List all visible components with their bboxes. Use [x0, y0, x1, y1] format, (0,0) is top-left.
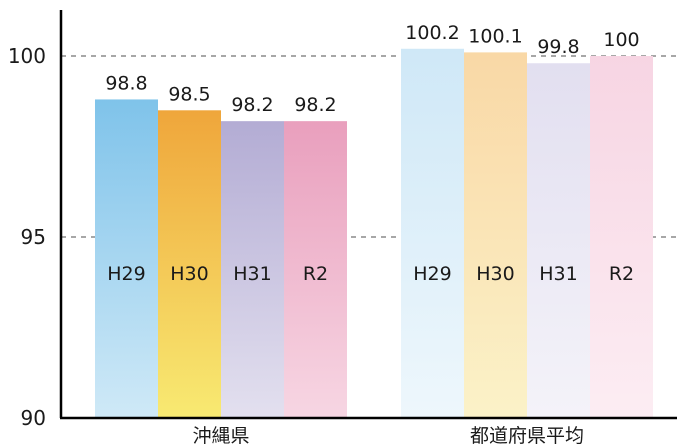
bar-1-R2 [590, 56, 653, 418]
category-label-0-H30: H30 [170, 263, 208, 285]
y-tick-label-100: 100 [8, 44, 46, 68]
bar-1-H29 [401, 48, 464, 418]
y-tick-label-90: 90 [21, 406, 46, 430]
category-label-1-H31: H31 [539, 263, 577, 285]
value-label-0-R2: 98.2 [294, 94, 336, 116]
bar-1-H31 [527, 63, 590, 419]
group-label-0: 沖縄県 [192, 425, 249, 445]
value-label-1-R2: 100 [603, 29, 639, 51]
value-label-0-H30: 98.5 [168, 83, 210, 105]
value-label-1-H30: 100.1 [468, 25, 522, 47]
bar-layer [95, 48, 653, 419]
bar-0-H30 [158, 110, 221, 419]
axis-layer: 90 95 100 [8, 10, 677, 430]
bar-0-H29 [95, 99, 158, 418]
category-label-0-H31: H31 [233, 263, 271, 285]
group-label-1: 都道府県平均 [470, 425, 584, 445]
value-label-0-H31: 98.2 [231, 94, 273, 116]
category-label-1-H30: H30 [476, 263, 514, 285]
category-label-0-R2: R2 [303, 263, 328, 285]
label-layer: 98.8 H29 98.5 H30 98.2 H31 98.2 R2 沖縄県 100.2 H29 10… [105, 22, 639, 445]
bar-1-H30 [464, 52, 527, 418]
value-label-1-H29: 100.2 [405, 22, 459, 44]
category-label-0-H29: H29 [107, 263, 145, 285]
y-tick-label-95: 95 [21, 225, 46, 249]
category-label-1-R2: R2 [609, 263, 634, 285]
value-label-0-H29: 98.8 [105, 72, 147, 94]
bar-0-H31 [221, 121, 284, 418]
value-label-1-H31: 99.8 [537, 36, 579, 58]
bar-0-R2 [284, 121, 347, 418]
category-label-1-H29: H29 [413, 263, 451, 285]
